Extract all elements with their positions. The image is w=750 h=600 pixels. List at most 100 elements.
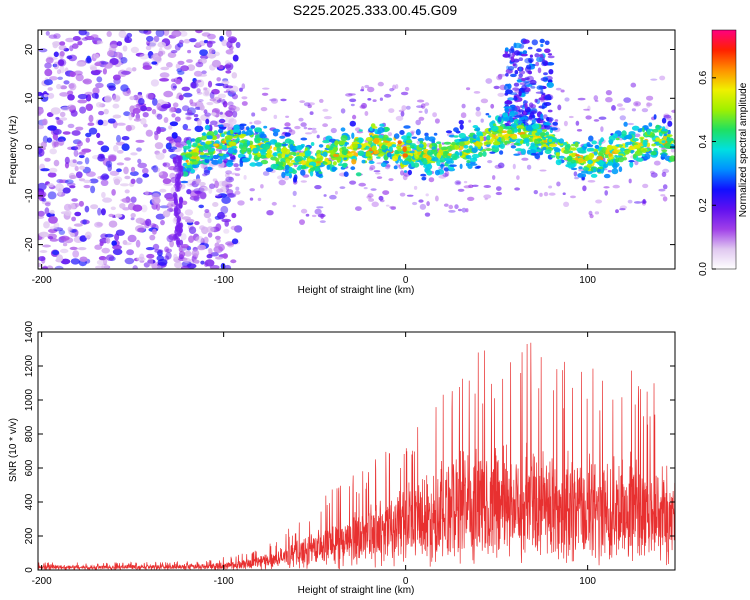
heatmap-cell [420, 173, 427, 177]
heatmap-cell [449, 164, 457, 167]
heatmap-cell [375, 172, 381, 175]
heatmap-cell [97, 119, 104, 126]
heatmap-cell [661, 117, 667, 124]
heatmap-cell [512, 87, 520, 91]
heatmap-cell [69, 45, 74, 52]
heatmap-cell [496, 75, 503, 81]
heatmap-cell [191, 163, 200, 169]
heatmap-cell [166, 136, 175, 142]
heatmap-cell [566, 155, 573, 161]
heatmap-cell [399, 130, 405, 135]
heatmap-cell [457, 188, 465, 192]
heatmap-cell [288, 166, 293, 173]
heatmap-cell [198, 187, 205, 193]
heatmap-cell [278, 179, 286, 186]
heatmap-cell [489, 121, 495, 128]
heatmap-cell [605, 90, 613, 96]
heatmap-cell [365, 137, 373, 142]
heatmap-cell [216, 238, 221, 243]
heatmap-cell [310, 127, 317, 131]
heatmap-cell [77, 99, 88, 104]
heatmap-cell [513, 95, 518, 101]
heatmap-cell [460, 112, 467, 119]
heatmap-cell [72, 36, 81, 41]
heatmap-cell [178, 94, 184, 101]
heatmap-cell [69, 185, 76, 189]
heatmap-cell [300, 169, 306, 176]
heatmap-cell [582, 167, 590, 171]
heatmap-cell [147, 258, 154, 266]
heatmap-cell [94, 62, 102, 67]
heatmap-cell [112, 176, 123, 183]
heatmap-cell [116, 134, 121, 143]
colorbar-label: Normalized spectral amplitude [738, 82, 749, 217]
heatmap-cell [548, 69, 554, 75]
heatmap-cell [157, 41, 166, 48]
heatmap-cell [518, 66, 522, 72]
heatmap-cell [542, 146, 547, 151]
heatmap-cell [195, 236, 204, 243]
heatmap-cell [62, 242, 68, 247]
heatmap-cell [347, 153, 354, 157]
heatmap-cell [239, 162, 243, 167]
heatmap-cell [230, 225, 238, 231]
heatmap-cell [560, 89, 565, 93]
heatmap-cell [547, 55, 555, 59]
heatmap-cell [475, 106, 481, 112]
heatmap-cell [633, 144, 641, 149]
heatmap-cell [663, 143, 672, 149]
heatmap-cell [215, 223, 222, 232]
heatmap-cell [608, 153, 613, 157]
heatmap-cell [418, 143, 424, 148]
heatmap-cell [298, 117, 304, 122]
heatmap-cell [618, 166, 623, 173]
heatmap-cell [175, 79, 182, 85]
heatmap-cell [104, 233, 114, 238]
heatmap-cell [409, 150, 415, 154]
heatmap-cell [439, 160, 444, 163]
heatmap-cell [69, 71, 76, 78]
heatmap-cell [103, 174, 110, 180]
heatmap-cell [55, 116, 60, 120]
heatmap-cell [600, 167, 604, 174]
heatmap-cell [563, 149, 571, 155]
heatmap-cell [196, 156, 200, 162]
heatmap-cell [101, 263, 109, 269]
heatmap-cell [516, 125, 525, 130]
heatmap-cell [155, 152, 165, 160]
heatmap-cell [575, 157, 579, 161]
heatmap-cell [172, 102, 179, 108]
heatmap-cell [210, 252, 219, 257]
heatmap-cell [404, 86, 410, 92]
heatmap-cell [384, 93, 392, 98]
heatmap-cell [207, 80, 213, 88]
heatmap-cell [424, 102, 430, 106]
heatmap-cell [229, 156, 236, 161]
heatmap-cell [59, 51, 65, 57]
heatmap-cell [531, 123, 540, 130]
heatmap-cell [202, 132, 206, 137]
heatmap-cell [121, 197, 132, 204]
heatmap-cell [445, 130, 453, 134]
heatmap-cell [216, 77, 221, 82]
heatmap-cell [459, 163, 463, 169]
heatmap-cell [469, 145, 473, 149]
heatmap-cell [170, 83, 177, 91]
heatmap-cell [59, 111, 66, 118]
heatmap-cell [151, 196, 161, 205]
heatmap-cell [181, 86, 191, 92]
heatmap-cell [138, 30, 149, 34]
heatmap-cell [188, 235, 195, 243]
heatmap-cell [157, 258, 168, 266]
heatmap-cell [225, 85, 234, 89]
heatmap-cell [146, 253, 155, 259]
heatmap-cell [116, 168, 122, 173]
heatmap-cell [113, 178, 121, 186]
heatmap-cell [530, 142, 535, 148]
heatmap-cell [66, 55, 73, 60]
x-tick-label: 0 [403, 576, 409, 587]
heatmap-cell [370, 188, 377, 191]
heatmap-cell [436, 152, 442, 159]
heatmap-cell [182, 105, 190, 112]
